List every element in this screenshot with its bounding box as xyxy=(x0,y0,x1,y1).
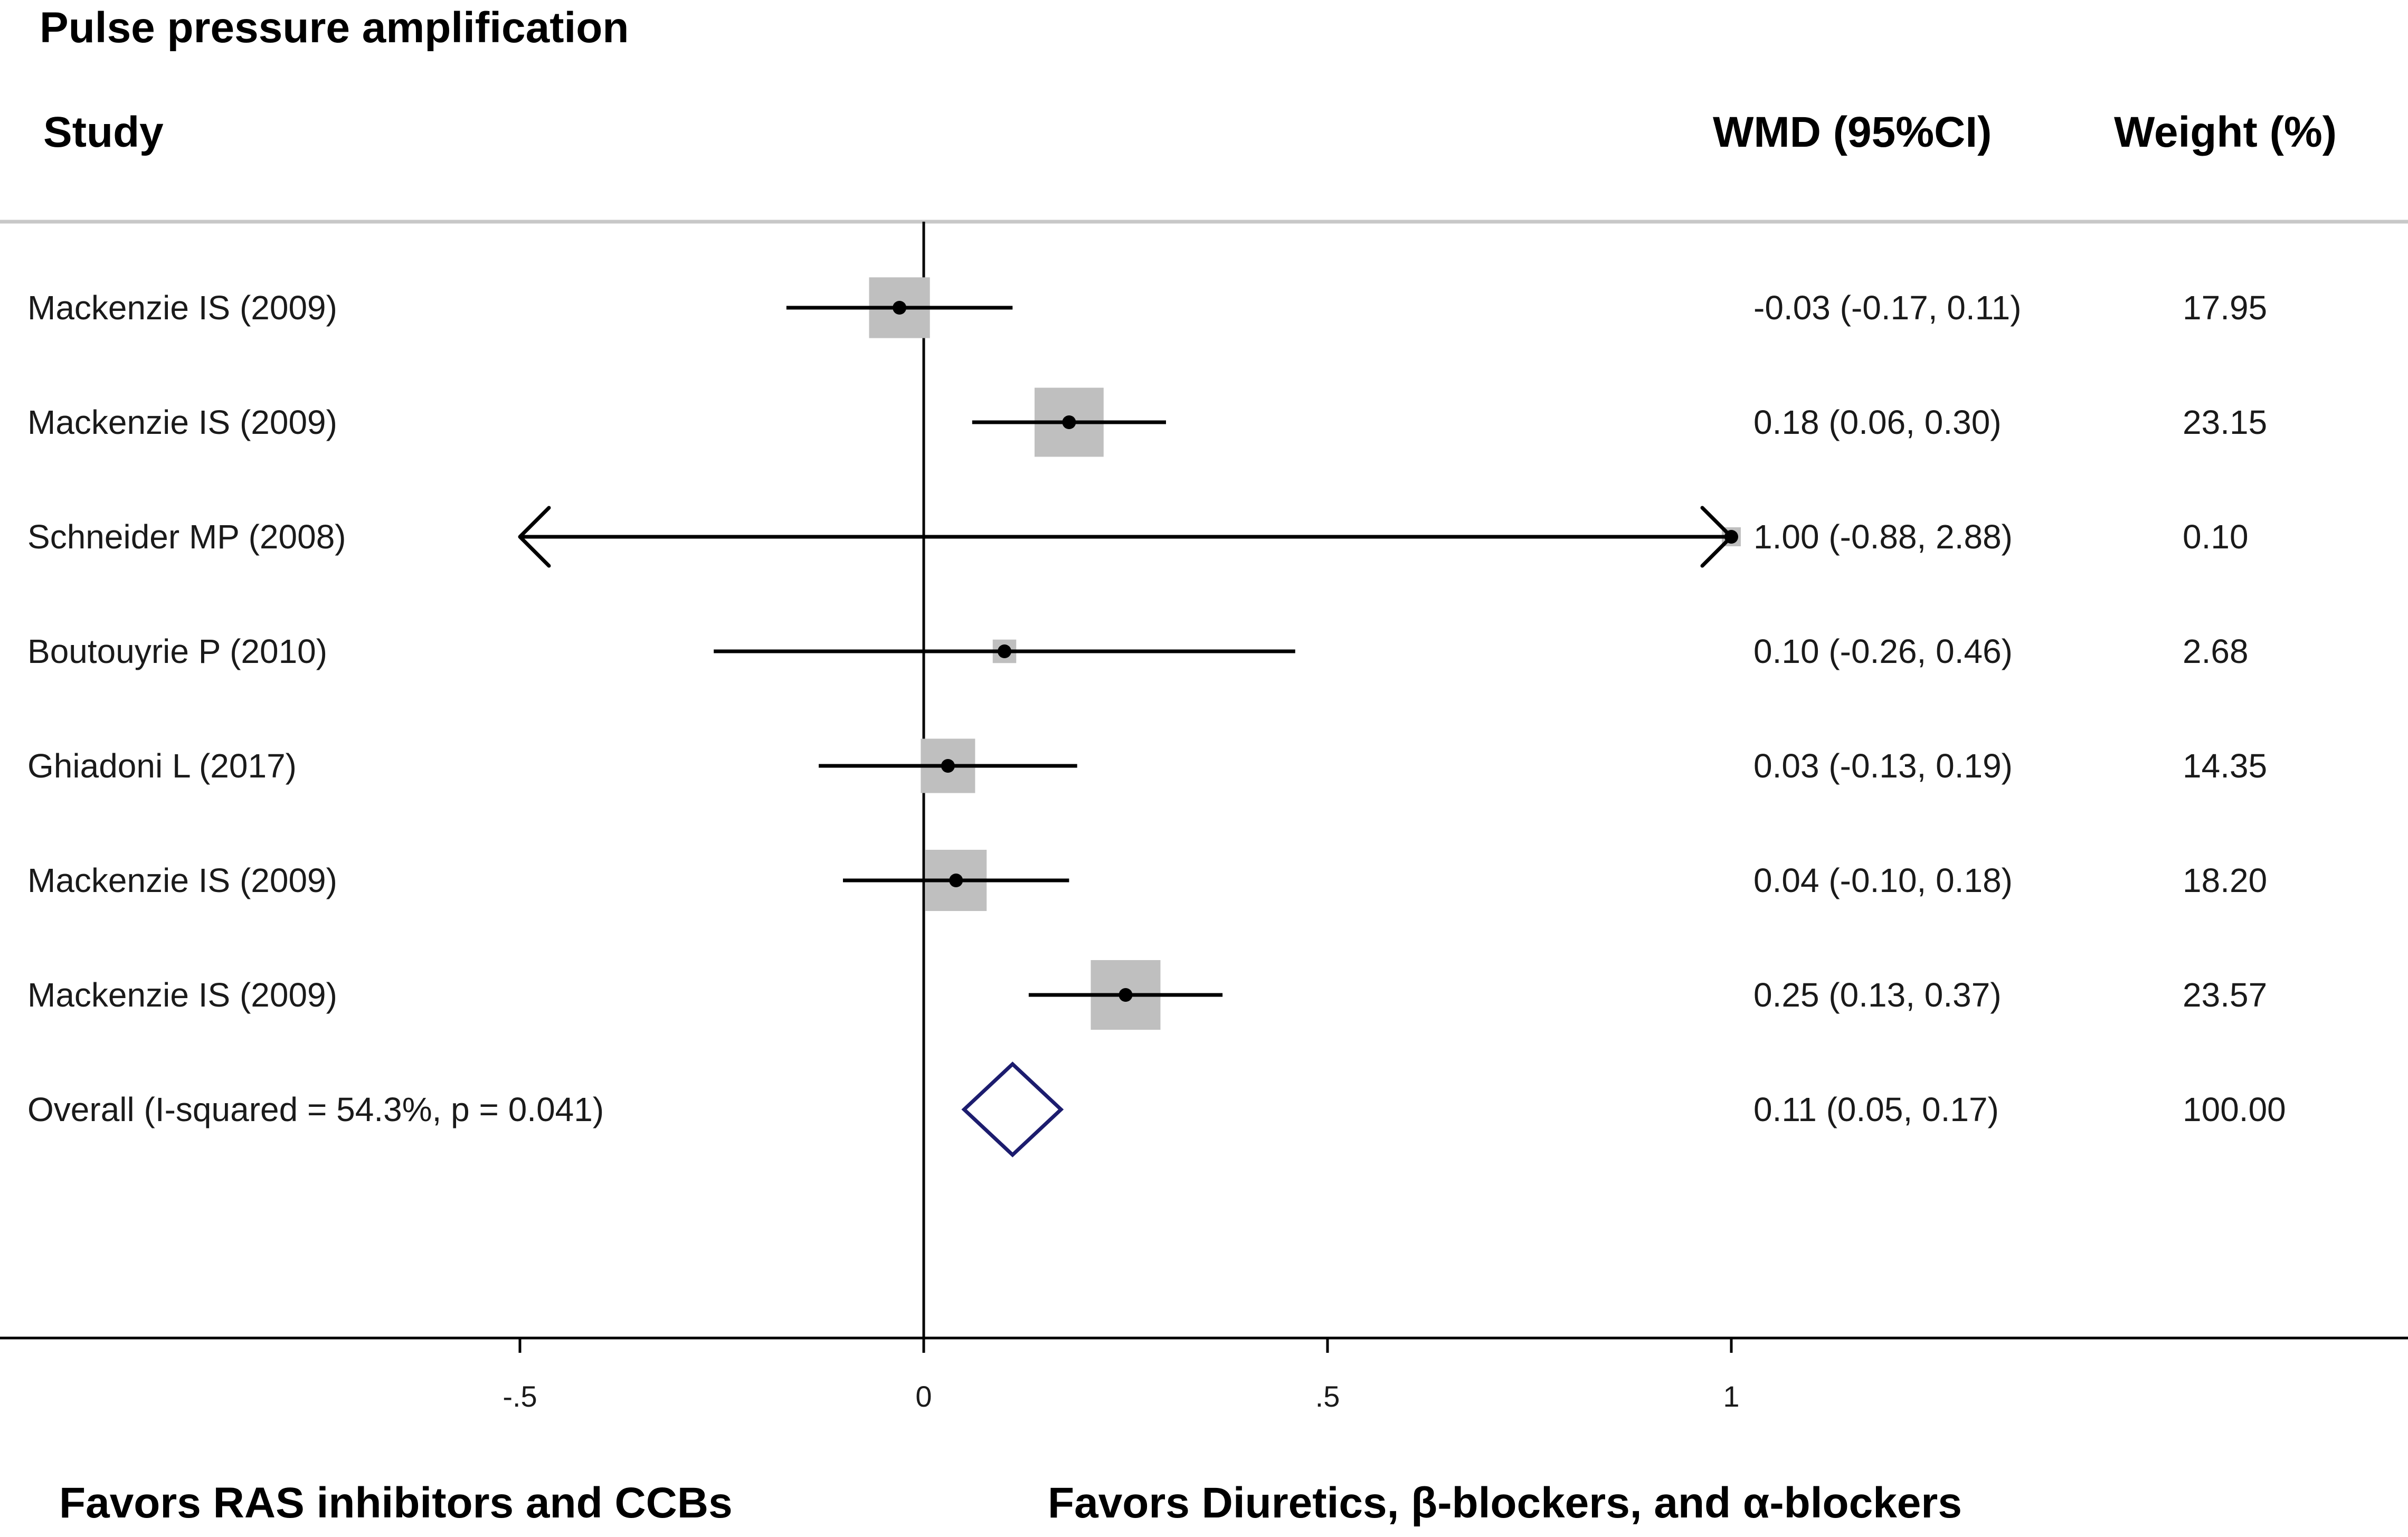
favors-right-label: Favors Diuretics, β-blockers, and α-bloc… xyxy=(1048,1479,1962,1527)
study-column-header: Study xyxy=(43,108,164,156)
ci-arrow-left xyxy=(518,506,551,568)
wmd-column-header: WMD (95%CI) xyxy=(1713,108,1992,156)
chart-title: Pulse pressure amplification xyxy=(40,4,629,52)
overall-label: Overall (I-squared = 54.3%, p = 0.041) xyxy=(27,1090,604,1128)
study-label: Boutouyrie P (2010) xyxy=(27,632,327,670)
study-wmd-ci: -0.03 (-0.17, 0.11) xyxy=(1753,289,2022,327)
study-weight: 17.95 xyxy=(2183,289,2267,327)
study-weight: 18.20 xyxy=(2183,861,2267,899)
point-estimate xyxy=(1062,415,1076,429)
point-estimate xyxy=(1724,530,1738,544)
study-wmd-ci: 0.25 (0.13, 0.37) xyxy=(1753,976,2002,1014)
x-tick-label: 1 xyxy=(1723,1380,1739,1413)
point-estimate xyxy=(893,301,907,315)
study-wmd-ci: 0.18 (0.06, 0.30) xyxy=(1753,403,2002,441)
x-tick-label: .5 xyxy=(1315,1380,1340,1413)
point-estimate xyxy=(949,874,963,887)
study-weight: 14.35 xyxy=(2183,747,2267,785)
x-tick-label: -.5 xyxy=(503,1380,537,1413)
overall-diamond xyxy=(961,1061,1064,1158)
study-label: Mackenzie IS (2009) xyxy=(27,861,337,899)
study-label: Ghiadoni L (2017) xyxy=(27,747,297,785)
study-weight: 23.57 xyxy=(2183,976,2267,1014)
overall-wmd-ci: 0.11 (0.05, 0.17) xyxy=(1753,1090,1999,1128)
x-tick-label: 0 xyxy=(915,1380,932,1413)
weight-column-header: Weight (%) xyxy=(2114,108,2337,156)
study-wmd-ci: 0.04 (-0.10, 0.18) xyxy=(1753,861,2013,899)
study-label: Mackenzie IS (2009) xyxy=(27,289,337,327)
study-wmd-ci: 1.00 (-0.88, 2.88) xyxy=(1753,518,2013,556)
point-estimate xyxy=(941,759,955,773)
study-label: Schneider MP (2008) xyxy=(27,518,346,556)
study-wmd-ci: 0.10 (-0.26, 0.46) xyxy=(1753,632,2013,670)
study-label: Mackenzie IS (2009) xyxy=(27,976,337,1014)
study-weight: 2.68 xyxy=(2183,632,2249,670)
point-estimate xyxy=(998,644,1011,658)
favors-left-label: Favors RAS inhibitors and CCBs xyxy=(59,1479,733,1527)
study-label: Mackenzie IS (2009) xyxy=(27,403,337,441)
study-weight: 0.10 xyxy=(2183,518,2249,556)
study-weight: 23.15 xyxy=(2183,403,2267,441)
point-estimate xyxy=(1118,988,1133,1002)
overall-weight: 100.00 xyxy=(2183,1090,2286,1128)
study-wmd-ci: 0.03 (-0.13, 0.19) xyxy=(1753,747,2013,785)
